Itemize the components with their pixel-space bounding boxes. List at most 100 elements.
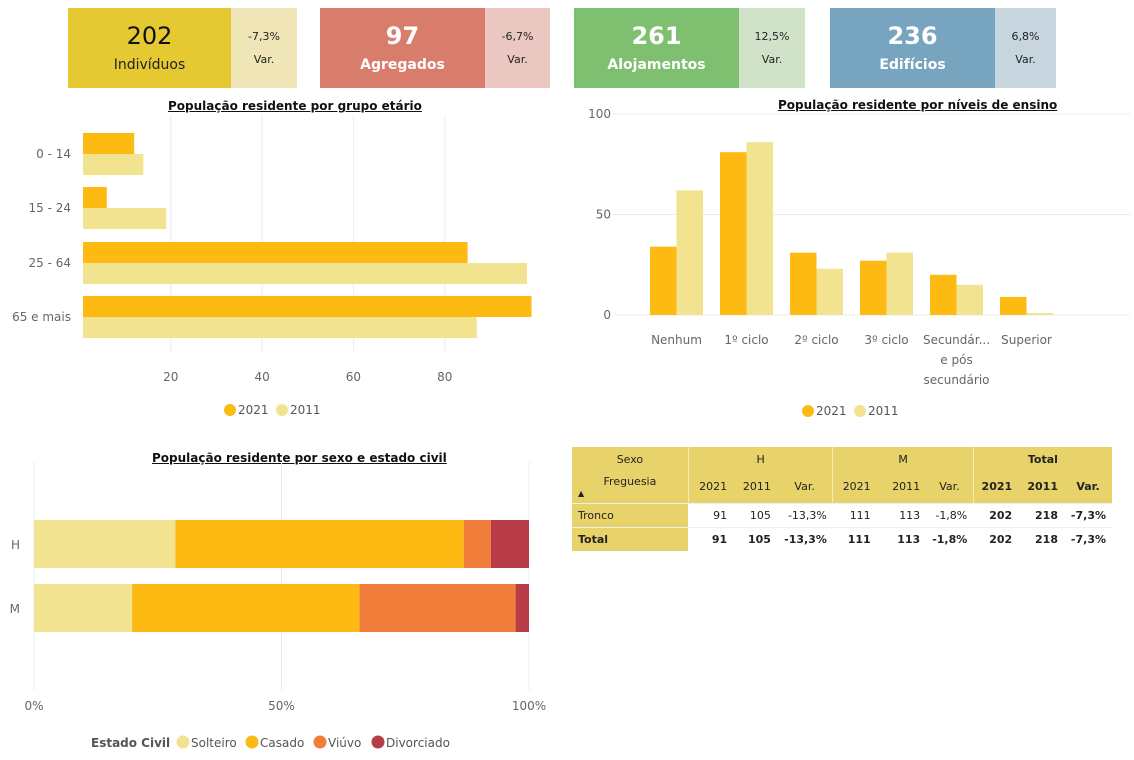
kpi-variation-value: 12,5% — [754, 30, 790, 43]
kpi-card-alojamentos[interactable]: 261 Alojamentos 12,5% Var. — [574, 8, 805, 88]
sort-ascending-icon[interactable]: ▲ — [578, 489, 585, 499]
y-category-label: 65 e mais — [12, 310, 71, 324]
row-label: Total — [572, 526, 689, 551]
kpi-card-edificios[interactable]: 236 Edifícios 6,8% Var. — [830, 8, 1056, 88]
row-label: Tronco — [572, 502, 689, 527]
segment-Solteiro-M[interactable] — [34, 584, 133, 632]
header-total-2011[interactable]: 2011 — [1027, 480, 1058, 494]
kpi-label: Indivíduos — [113, 57, 186, 73]
bar-2021-5[interactable] — [1000, 296, 1027, 315]
segment-Solteiro-H[interactable] — [34, 520, 176, 568]
bar-2021-0[interactable] — [83, 133, 135, 154]
bar-2011-5[interactable] — [1026, 312, 1054, 315]
legend-label: 2011 — [290, 403, 321, 417]
bar-2011-4[interactable] — [956, 284, 984, 315]
cell: 113 — [876, 526, 927, 551]
segment-Divorciado-M[interactable] — [515, 584, 529, 632]
segment-Viúvo-M[interactable] — [359, 584, 516, 632]
bar-2011-1[interactable] — [83, 208, 167, 229]
cell: -1,8% — [926, 526, 974, 551]
segment-Casado-M[interactable] — [132, 584, 360, 632]
cell: 113 — [876, 502, 927, 527]
cell: 91 — [688, 502, 734, 527]
y-tick-label: 0 — [603, 308, 611, 322]
header-h-var[interactable]: Var. — [776, 471, 834, 503]
bar-2021-2[interactable] — [83, 242, 468, 263]
cell: 111 — [832, 502, 877, 527]
y-tick-label: 100 — [588, 107, 611, 121]
bar-2021-1[interactable] — [83, 187, 107, 208]
bar-2021-2[interactable] — [790, 252, 817, 315]
education-chart[interactable]: 0 50 100 Nenhum 1º ciclo 2º ciclo 3º ciclo Secu… — [565, 100, 1134, 425]
legend-marker-2021 — [224, 404, 236, 416]
bar-2011-1[interactable] — [746, 142, 774, 315]
table-row: Tronco 91 105 -13,3% 111 113 -1,8% 202 2… — [572, 502, 1112, 527]
legend-label: 2021 — [238, 403, 269, 417]
header-sexo: Sexo — [572, 447, 689, 471]
kpi-card-agregados[interactable]: 97 Agregados -6,7% Var. — [320, 8, 550, 88]
bar-2021-3[interactable] — [83, 296, 532, 317]
header-m-2021[interactable]: 2021 — [842, 480, 871, 494]
kpi-card-individuos[interactable]: 202 Indivíduos -7,3% Var. — [68, 8, 297, 88]
kpi-value: 97 — [385, 22, 420, 50]
bar-2021-3[interactable] — [860, 260, 887, 315]
kpi-variation-label: Var. — [1015, 53, 1036, 66]
cell: 105 — [733, 526, 777, 551]
bar-2021-1[interactable] — [720, 152, 747, 315]
legend-label: 2011 — [868, 404, 899, 418]
kpi-variation: -6,7% Var. — [485, 8, 550, 88]
y-tick-label: 50 — [596, 208, 611, 222]
kpi-label: Agregados — [360, 57, 445, 73]
x-category-label: 3º ciclo — [864, 333, 908, 347]
cell: 218 — [1018, 526, 1064, 551]
bar-2011-2[interactable] — [83, 263, 527, 284]
marital-status-chart[interactable]: 0% 50% 100% H M Estado Civil Solteiro Casado Viú… — [0, 460, 565, 760]
legend-marker-2011 — [276, 404, 288, 416]
legend-title: Estado Civil — [91, 736, 170, 750]
kpi-variation-value: -6,7% — [501, 30, 534, 43]
header-h-2011[interactable]: 2011 — [742, 480, 771, 494]
kpi-variation: 6,8% Var. — [995, 8, 1056, 88]
y-category-label: M — [10, 602, 20, 616]
header-group-total: Total — [1027, 452, 1058, 466]
x-category-label: e pós — [940, 353, 972, 367]
header-total-2021[interactable]: 2021 — [981, 480, 1013, 494]
cell: 105 — [733, 502, 777, 527]
x-tick-label: 40 — [254, 370, 269, 384]
segment-Divorciado-H[interactable] — [490, 520, 529, 568]
header-total-var[interactable]: Var. — [1076, 480, 1100, 494]
segment-Viúvo-H[interactable] — [463, 520, 491, 568]
cell: -7,3% — [1064, 526, 1112, 551]
x-tick-label: 100% — [512, 699, 546, 713]
header-m-2011[interactable]: 2011 — [892, 480, 921, 494]
kpi-label: Edifícios — [879, 57, 946, 73]
bar-2011-3[interactable] — [83, 317, 477, 338]
x-tick-label: 20 — [163, 370, 178, 384]
education-chart-title: População residente por níveis de ensino — [778, 98, 1058, 112]
table-total-row: Total 91 105 -13,3% 111 113 -1,8% 202 21… — [572, 526, 1112, 551]
legend-label: Viúvo — [328, 736, 361, 750]
header-freguesia[interactable]: Freguesia ▲ — [572, 471, 689, 503]
kpi-variation: -7,3% Var. — [231, 8, 297, 88]
bar-2011-0[interactable] — [676, 190, 704, 315]
header-group-m: M — [832, 447, 974, 471]
header-h-2021[interactable]: 2021 — [699, 480, 728, 494]
y-category-label: H — [11, 538, 20, 552]
header-freguesia-label: Freguesia — [603, 475, 657, 489]
cell: 202 — [973, 526, 1019, 551]
age-chart-title: População residente por grupo etário — [168, 99, 422, 113]
legend-marker-Divorciado — [371, 735, 385, 749]
kpi-main: 261 Alojamentos — [574, 8, 739, 88]
bar-2011-3[interactable] — [886, 252, 914, 315]
cell: 111 — [832, 526, 877, 551]
segment-Casado-H[interactable] — [175, 520, 464, 568]
bar-2021-4[interactable] — [930, 274, 957, 315]
header-m-var[interactable]: Var. — [926, 471, 974, 503]
bar-2011-2[interactable] — [816, 268, 844, 315]
bar-2021-0[interactable] — [650, 246, 677, 315]
x-category-label: Nenhum — [651, 333, 702, 347]
kpi-variation-value: -7,3% — [248, 30, 280, 43]
age-group-chart[interactable]: 20 40 60 80 0 - 14 15 - 24 25 - 64 65 e mais 202… — [0, 115, 565, 425]
kpi-variation-label: Var. — [761, 53, 783, 66]
bar-2011-0[interactable] — [83, 154, 144, 175]
